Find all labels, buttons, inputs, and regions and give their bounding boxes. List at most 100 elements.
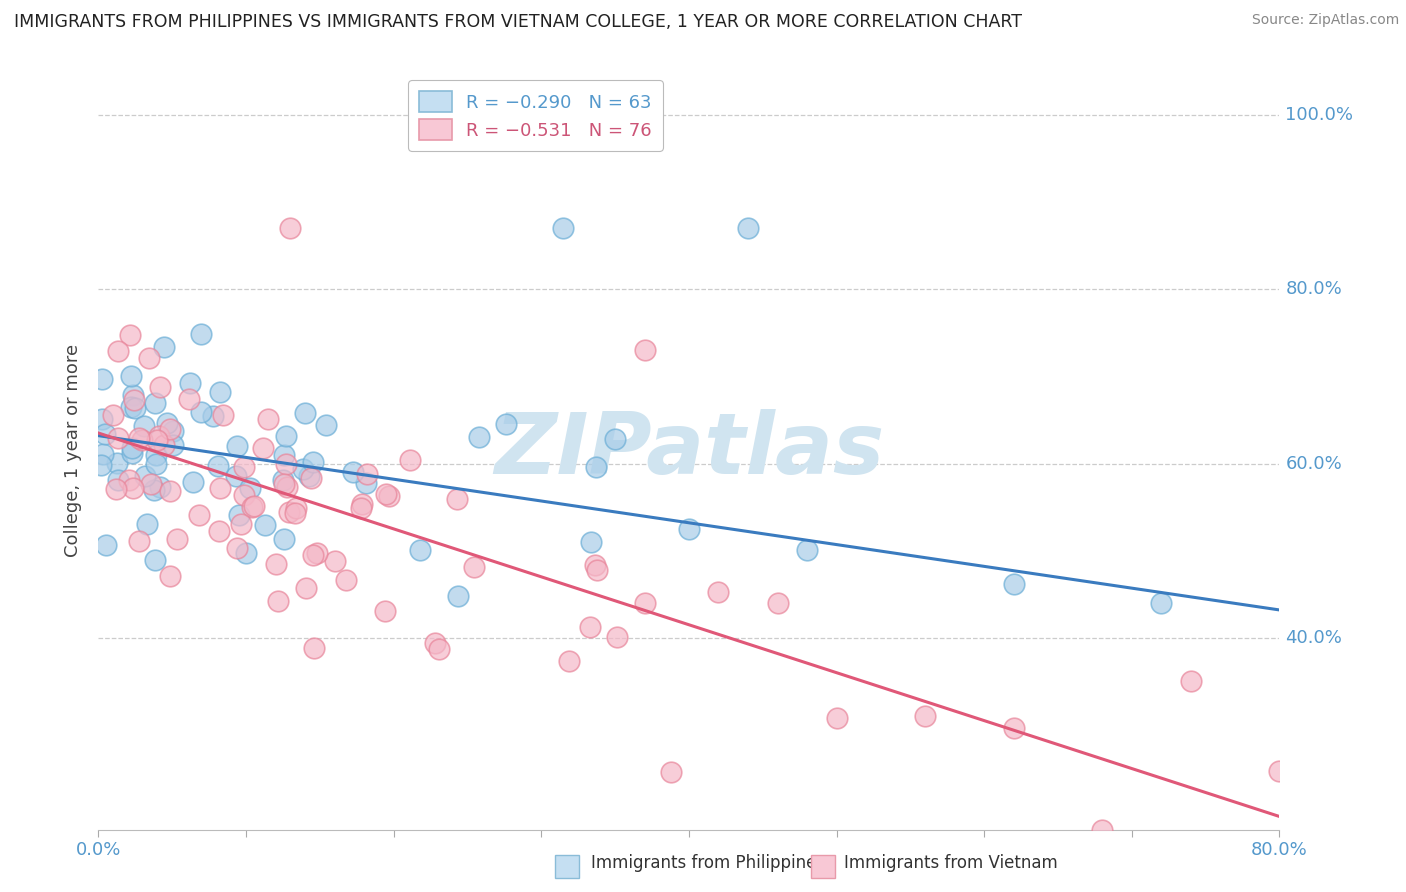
Point xyxy=(91,412,114,426)
Point xyxy=(399,453,422,467)
Text: Source: ZipAtlas.com: Source: ZipAtlas.com xyxy=(1251,13,1399,28)
Point xyxy=(226,541,249,556)
Point xyxy=(143,553,166,567)
Point xyxy=(603,432,626,446)
Point xyxy=(166,532,188,546)
Text: 80.0%: 80.0% xyxy=(1285,280,1343,298)
Point xyxy=(121,446,143,460)
Point xyxy=(463,560,485,574)
Point xyxy=(122,393,145,408)
Point xyxy=(553,221,575,235)
Point xyxy=(356,467,378,482)
Point xyxy=(766,597,789,611)
Point xyxy=(252,441,274,455)
Point xyxy=(94,427,117,442)
Point xyxy=(374,604,396,618)
Point xyxy=(302,548,325,562)
Point xyxy=(446,492,468,507)
Point xyxy=(558,655,581,669)
Point xyxy=(107,474,129,488)
Point xyxy=(212,409,235,423)
Point xyxy=(586,563,609,577)
Point xyxy=(239,481,262,495)
Point xyxy=(354,475,377,490)
Point xyxy=(208,524,231,538)
Point xyxy=(423,636,446,650)
Point xyxy=(159,568,181,582)
Point xyxy=(495,417,517,431)
Point xyxy=(633,596,655,610)
Point xyxy=(276,429,298,443)
Point xyxy=(141,477,163,491)
Y-axis label: College, 1 year or more: College, 1 year or more xyxy=(65,344,83,557)
Point xyxy=(190,326,212,341)
Point xyxy=(118,473,141,487)
Point xyxy=(107,343,129,358)
Text: Immigrants from Philippines: Immigrants from Philippines xyxy=(591,855,825,872)
Point xyxy=(134,469,156,483)
Point xyxy=(678,522,700,536)
Point xyxy=(277,505,299,519)
Point xyxy=(1268,764,1291,778)
Point xyxy=(128,534,150,549)
Point xyxy=(188,508,211,522)
Point xyxy=(103,409,125,423)
Point xyxy=(581,534,603,549)
Point xyxy=(284,506,307,520)
Point xyxy=(335,573,357,587)
Point xyxy=(134,419,156,434)
Point xyxy=(427,641,450,656)
Point xyxy=(228,508,250,523)
Point xyxy=(1150,596,1173,610)
Point xyxy=(350,500,373,515)
Point xyxy=(208,482,231,496)
Point xyxy=(235,546,257,560)
Point xyxy=(183,475,205,490)
Point xyxy=(162,424,184,438)
Point xyxy=(91,447,114,461)
Point xyxy=(468,430,491,444)
Point xyxy=(229,516,252,531)
Point xyxy=(350,497,373,511)
Point xyxy=(294,581,316,595)
Point xyxy=(233,459,256,474)
Point xyxy=(294,406,316,420)
Point xyxy=(226,439,249,453)
Point xyxy=(232,488,254,502)
Point xyxy=(273,448,295,462)
Point xyxy=(796,542,818,557)
Point xyxy=(107,431,129,445)
Point xyxy=(291,461,314,475)
Point xyxy=(257,412,280,426)
Point xyxy=(1002,576,1025,591)
Point xyxy=(707,585,730,599)
Point xyxy=(131,433,153,447)
Point xyxy=(276,457,298,471)
Point xyxy=(307,545,329,559)
Point xyxy=(104,482,127,496)
Point xyxy=(143,396,166,410)
Point xyxy=(243,499,266,513)
Point xyxy=(124,401,146,415)
Point xyxy=(153,340,176,354)
Point xyxy=(315,417,337,432)
Point xyxy=(585,460,607,475)
Point xyxy=(225,469,247,483)
Point xyxy=(377,490,399,504)
Point xyxy=(273,477,295,491)
Text: 40.0%: 40.0% xyxy=(1285,629,1343,647)
Point xyxy=(94,538,117,552)
Point xyxy=(120,328,142,343)
Legend: R = −0.290   N = 63, R = −0.531   N = 76: R = −0.290 N = 63, R = −0.531 N = 76 xyxy=(408,80,662,151)
Point xyxy=(240,500,263,514)
Point xyxy=(302,455,325,469)
Point xyxy=(1180,674,1202,689)
Point xyxy=(138,351,160,365)
Point xyxy=(267,593,290,607)
Point xyxy=(914,709,936,723)
Point xyxy=(583,558,606,572)
Point xyxy=(302,641,325,656)
Point xyxy=(159,422,181,436)
Point xyxy=(375,486,398,500)
Point xyxy=(1002,722,1025,736)
